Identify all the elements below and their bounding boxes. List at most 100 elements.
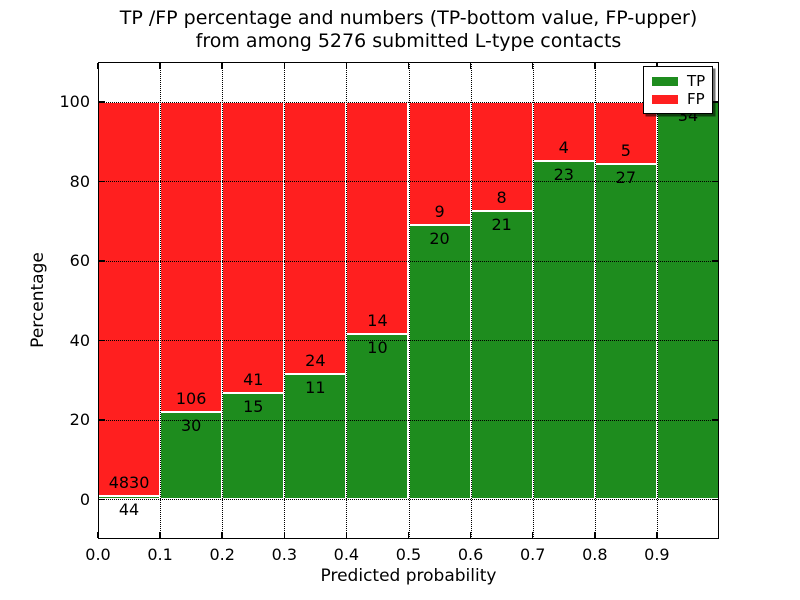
tp-count-label: 44 [118, 499, 140, 519]
fp-count-label: 24 [305, 351, 326, 371]
tp-count-label: 21 [491, 215, 512, 235]
x-tick-label: 0.2 [209, 545, 235, 564]
x-tick-label: 0.6 [457, 545, 484, 564]
y-tickmark-right [712, 419, 718, 421]
vertical-gridline [532, 62, 534, 539]
vertical-gridline [346, 62, 348, 539]
fp-count-label: 4830 [108, 472, 150, 492]
x-tickmark-top [159, 63, 161, 69]
x-tickmark-top [283, 63, 286, 69]
x-tickmark-top [594, 63, 596, 69]
y-tickmark-left [99, 180, 105, 182]
tp-count-label: 27 [615, 167, 637, 187]
tp-count-label: 30 [180, 415, 202, 435]
x-tick-label: 0.1 [147, 545, 173, 564]
x-tick-label: 0.9 [644, 545, 670, 564]
horizontal-gridline [98, 260, 719, 262]
x-tickmark-bottom [283, 532, 286, 538]
chart-title-line2: from among 5276 submitted L-type contact… [195, 30, 622, 52]
tp-count-label: 20 [429, 229, 450, 249]
y-tick-label: 20 [69, 410, 90, 430]
x-tickmark-bottom [656, 532, 658, 538]
x-tick-label: 0.4 [333, 545, 360, 564]
y-axis-label: Percentage [28, 252, 48, 348]
vertical-gridline [222, 62, 224, 539]
y-tickmark-right [712, 260, 718, 262]
y-tick-label: 60 [69, 251, 90, 271]
x-tickmark-bottom [221, 532, 223, 538]
vertical-gridline [594, 62, 596, 539]
x-axis-label: Predicted probability [320, 566, 497, 586]
horizontal-gridline [98, 419, 719, 421]
legend-swatch-tp [652, 76, 678, 86]
fp-count-label: 4 [558, 137, 569, 157]
bar-segment-tp [346, 333, 409, 500]
legend-swatch-fp [652, 94, 678, 104]
x-tickmark-top [221, 63, 223, 69]
vertical-gridline [408, 62, 410, 539]
x-tickmark-bottom [345, 532, 348, 538]
legend: TP FP [643, 66, 713, 114]
x-tickmark-top [531, 63, 534, 69]
horizontal-gridline [98, 340, 719, 342]
horizontal-gridline [98, 181, 719, 183]
x-tick-label: 0.3 [271, 545, 298, 564]
vertical-gridline [284, 62, 286, 539]
bar-segment-tp [160, 411, 223, 500]
bar-segment-fp [284, 101, 347, 375]
vertical-gridline [470, 62, 472, 539]
x-tickmark-bottom [407, 532, 410, 538]
x-tickmark-bottom [594, 532, 596, 538]
vertical-gridline [160, 62, 162, 539]
bar-segment-tp [594, 163, 657, 500]
bar-segment-fp [160, 101, 223, 412]
x-tickmark-bottom [469, 532, 472, 538]
horizontal-gridline [98, 499, 719, 501]
fp-count-label: 106 [175, 388, 207, 408]
fp-count-label: 41 [243, 369, 264, 389]
bar-segment-tp [222, 392, 285, 500]
bar-segment-tp [470, 211, 533, 500]
fp-count-label: 8 [496, 188, 507, 208]
tp-count-label: 11 [305, 378, 326, 398]
chart-title-line1: TP /FP percentage and numbers (TP-bottom… [119, 7, 698, 29]
legend-label-fp: FP [687, 90, 705, 108]
tp-count-label: 23 [553, 164, 574, 184]
y-tickmark-left [99, 419, 105, 421]
x-tickmark-top [407, 63, 410, 69]
y-tick-label: 40 [69, 330, 90, 350]
x-tickmark-top [469, 63, 472, 69]
tp-count-label: 10 [367, 337, 388, 357]
legend-entry-tp: TP [652, 72, 705, 90]
bar-segment-tp [656, 101, 719, 500]
legend-label-tp: TP [687, 72, 706, 90]
fp-count-label: 5 [620, 140, 631, 160]
y-tick-label: 80 [69, 171, 90, 191]
y-tickmark-left [99, 260, 105, 262]
x-tick-label: 0.8 [582, 545, 608, 564]
y-tick-label: 0 [79, 489, 90, 509]
chart-title: TP /FP percentage and numbers (TP-bottom… [98, 7, 719, 53]
bar-segment-fp [346, 101, 409, 334]
x-tickmark-top [345, 63, 348, 69]
y-tick-label: 100 [59, 92, 90, 112]
horizontal-gridline [98, 101, 719, 103]
x-tickmark-top [97, 63, 99, 69]
y-tickmark-right [712, 339, 718, 341]
bar-segment-fp [98, 101, 161, 496]
y-tickmark-right [712, 180, 718, 182]
fp-count-label: 14 [367, 310, 388, 330]
vertical-gridline [656, 62, 658, 539]
x-tickmark-bottom [97, 532, 99, 538]
x-tickmark-bottom [531, 532, 534, 538]
y-tickmark-left [99, 498, 105, 500]
y-tickmark-right [712, 101, 718, 103]
fp-count-label: 9 [434, 202, 445, 222]
x-tick-label: 0.0 [85, 545, 111, 564]
y-tickmark-right [712, 498, 718, 500]
y-tickmark-left [99, 339, 105, 341]
x-tick-label: 0.7 [519, 545, 546, 564]
x-tick-label: 0.5 [395, 545, 422, 564]
y-tickmark-left [99, 101, 105, 103]
